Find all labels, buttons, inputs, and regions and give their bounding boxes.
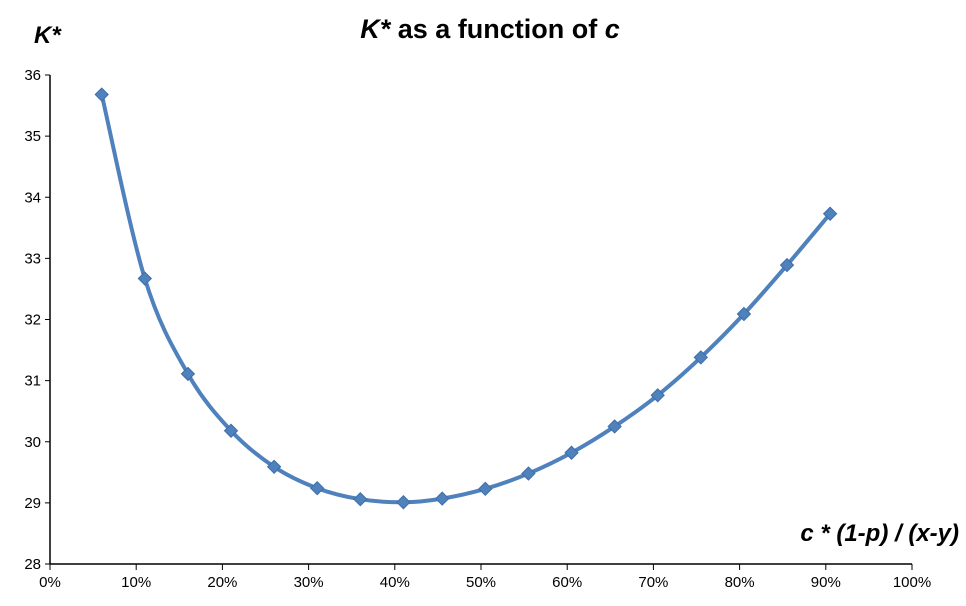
x-tick-label: 50% [466, 574, 496, 591]
x-axis-title: c * (1-p) / (x-y) [800, 520, 959, 547]
x-tick-label: 70% [638, 574, 668, 591]
data-point [266, 459, 282, 475]
y-tick-label: 31 [24, 373, 41, 390]
y-tick-label: 33 [24, 250, 41, 267]
data-point [435, 491, 450, 506]
x-tick-label: 90% [811, 574, 841, 591]
data-point [137, 271, 153, 286]
title-part-1: as a function of [390, 14, 605, 44]
x-tick-label: 0% [39, 574, 61, 591]
x-tick-label: 100% [893, 574, 931, 591]
x-tick-label: 80% [725, 574, 755, 591]
y-tick-label: 35 [24, 128, 41, 145]
data-point [779, 257, 795, 273]
y-tick-label: 34 [24, 189, 41, 206]
y-tick-label: 29 [24, 495, 41, 512]
chart-title: K* as a function of c [360, 14, 620, 44]
x-tick-label: 60% [552, 574, 582, 591]
data-point [564, 445, 579, 460]
data-point [180, 366, 196, 382]
y-tick-label: 32 [24, 312, 41, 329]
data-point [223, 423, 239, 438]
data-point [521, 466, 536, 481]
title-part-0: K* [360, 14, 391, 44]
series-layer [94, 87, 838, 510]
data-point [94, 87, 109, 102]
y-tick-label: 36 [24, 67, 41, 84]
data-point [478, 481, 493, 497]
y-tick-label: 28 [24, 556, 41, 573]
data-point [310, 480, 325, 496]
y-tick-label: 30 [24, 434, 41, 451]
x-tick-label: 40% [380, 574, 410, 591]
x-tick-label: 20% [207, 574, 237, 591]
data-point [396, 495, 411, 510]
data-point [736, 306, 752, 322]
axis-ticks: 28 29 30 31 32 33 34 35 36 0% 10% 20% 30% 40% 50% 60% 70… [24, 67, 931, 591]
x-tick-label: 30% [294, 574, 324, 591]
data-point [607, 419, 622, 434]
title-part-2: c [605, 14, 620, 44]
series-line [99, 92, 833, 505]
data-point [693, 350, 709, 365]
data-point [822, 206, 838, 221]
x-tick-label: 10% [121, 574, 151, 591]
data-point [353, 492, 368, 507]
y-axis-title: K* [34, 22, 62, 49]
data-point [650, 388, 665, 403]
